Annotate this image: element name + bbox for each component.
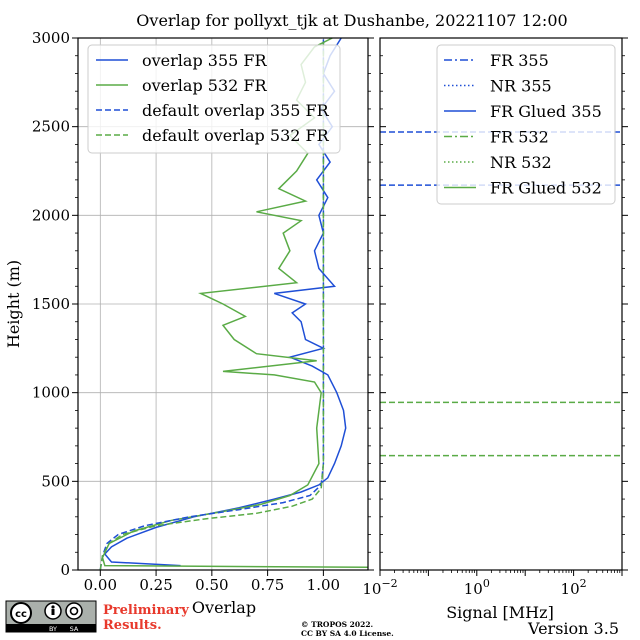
cc-icon [10,602,32,624]
svg-text:cc: cc [15,609,27,620]
overlap-x-label: Overlap [192,598,256,617]
y-tick-label-3: 1500 [32,295,70,313]
signal-legend-label-0: FR 355 [490,51,549,70]
cc-sa-label: SA [70,625,79,633]
legend-label-3: default overlap 532 FR [142,126,330,145]
overlap-legend: overlap 355 FR overlap 532 FR default over… [87,44,341,154]
copyright-line-1: © TROPOS 2022. [301,620,373,629]
version-label: Version 3.5 [527,619,619,638]
figure-title: Overlap for pollyxt_tjk at Dushanbe, 202… [136,11,567,30]
signal-legend: FR 355 NR 355 FR Glued 355 FR 532 NR 532 FR G… [436,44,616,205]
series-line-2 [99,38,325,571]
signal-axes: 10−2 100 102 Signal [MHz] FR 355 NR 355 FR G… [362,37,628,622]
series-line-3 [99,38,325,571]
signal-legend-label-2: FR Glued 355 [490,102,602,121]
signal-x-label: Signal [MHz] [446,603,554,622]
copyright-line-2: CC BY SA 4.0 License. [301,629,394,638]
y-tick-label-6: 3000 [32,29,70,47]
legend-label-0: overlap 355 FR [142,51,268,70]
signal-x-tick-label-1: 100 [464,577,490,598]
y-tick-label-1: 500 [41,472,70,490]
y-tick-label-5: 2500 [32,118,70,136]
signal-legend-label-3: FR 532 [490,128,549,147]
y-tick-label-2: 1000 [32,384,70,402]
x-tick-label-1: 0.25 [139,576,172,594]
cc-by-label: BY [49,625,57,633]
x-tick-label-2: 0.50 [195,576,228,594]
legend-label-1: overlap 532 FR [142,76,268,95]
y-tick-label-0: 0 [60,561,70,579]
preliminary-text-1: Preliminary [103,603,189,618]
signal-legend-label-1: NR 355 [490,77,552,96]
signal-legend-label-4: NR 532 [490,153,552,172]
preliminary-text-2: Results. [103,618,162,633]
share-alike-icon [65,602,83,620]
x-tick-label-0: 0.00 [84,576,117,594]
signal-x-tick-label-0: 10−2 [362,577,397,598]
signal-x-tick-label-2: 102 [561,577,587,598]
signal-ticks: 10−2 100 102 [362,37,628,598]
x-tick-label-3: 0.75 [251,576,284,594]
height-y-label: Height (m) [4,260,23,348]
overlap-ticks: 0.00 0.25 0.50 0.75 1.00 0 500 1000 1500 2000 2500… [32,29,340,594]
legend-box [87,44,341,154]
signal-legend-label-5: FR Glued 532 [490,179,602,198]
x-tick-label-4: 1.00 [307,576,340,594]
legend-label-2: default overlap 355 FR [142,101,330,120]
overlap-axes: 0.00 0.25 0.50 0.75 1.00 0 500 1000 1500 2000 2500… [4,29,369,617]
cc-license-badge: cc BY SA [5,600,97,633]
signal-legend-box [436,44,616,205]
y-tick-label-4: 2000 [32,206,70,224]
